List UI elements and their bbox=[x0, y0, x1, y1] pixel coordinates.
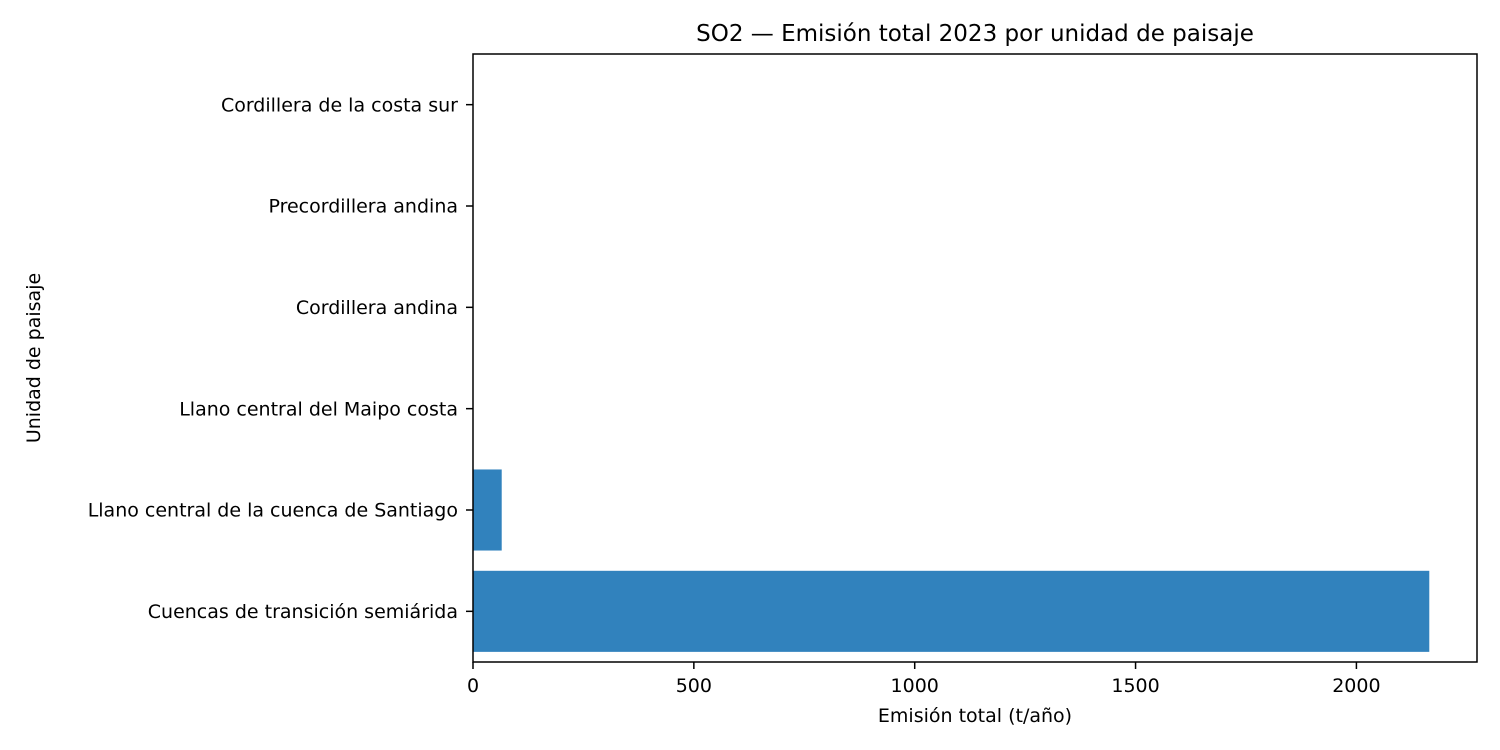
y-tick-label: Llano central de la cuenca de Santiago bbox=[88, 500, 458, 522]
x-tick-label: 2000 bbox=[1332, 675, 1380, 697]
bar bbox=[473, 469, 502, 551]
x-axis-label: Emisión total (t/año) bbox=[878, 705, 1072, 727]
y-tick-label: Cordillera de la costa sur bbox=[221, 94, 458, 116]
x-tick-label: 1000 bbox=[891, 675, 939, 697]
bar bbox=[473, 570, 1430, 652]
y-axis-ticks: Cuencas de transición semiárida Llano cen… bbox=[88, 94, 473, 623]
plot-frame bbox=[472, 53, 1478, 663]
bars-group bbox=[473, 469, 1430, 652]
y-tick-label: Cordillera andina bbox=[296, 297, 458, 319]
x-tick-label: 0 bbox=[467, 675, 479, 697]
x-tick-label: 500 bbox=[676, 675, 712, 697]
x-axis-ticks: 0 500 1000 1500 2000 bbox=[467, 662, 1381, 697]
y-tick-label: Precordillera andina bbox=[268, 196, 458, 218]
chart-title: SO2 — Emisión total 2023 por unidad de p… bbox=[696, 21, 1254, 47]
y-tick-label: Cuencas de transición semiárida bbox=[148, 601, 458, 623]
y-axis-label: Unidad de paisaje bbox=[23, 273, 45, 443]
x-tick-label: 1500 bbox=[1111, 675, 1159, 697]
y-tick-label: Llano central del Maipo costa bbox=[179, 398, 458, 420]
